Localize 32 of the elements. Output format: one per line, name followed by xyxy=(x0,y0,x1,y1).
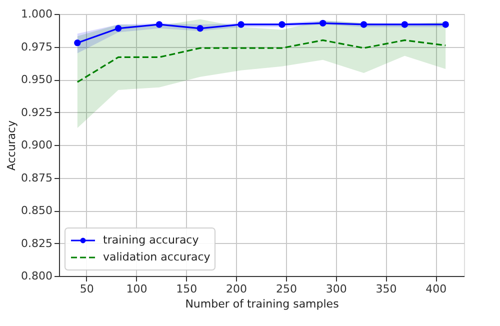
x-tick-label: 400 xyxy=(426,282,447,296)
point xyxy=(360,21,368,28)
y-axis-title: Accuracy xyxy=(5,120,18,171)
point xyxy=(74,39,81,46)
x-tick-label: 250 xyxy=(276,282,297,296)
x-axis-title: Number of training samples xyxy=(185,298,340,310)
x-tick-label: 200 xyxy=(226,282,248,296)
x-tick-label: 300 xyxy=(326,282,347,296)
legend-label: validation accuracy xyxy=(103,250,211,264)
y-tick-label: 0.875 xyxy=(21,171,52,184)
point xyxy=(320,20,326,27)
point xyxy=(442,21,449,28)
line-series xyxy=(76,39,446,83)
y-tick-label: 0.800 xyxy=(21,270,52,282)
y-tick-label: 0.975 xyxy=(21,40,52,54)
legend-label: training accuracy xyxy=(103,234,200,246)
point xyxy=(156,21,163,28)
point xyxy=(114,25,122,32)
y-tick-label: 0.825 xyxy=(21,236,52,250)
point xyxy=(238,21,244,28)
y-tick-label: 0.925 xyxy=(21,106,52,119)
y-tick-label: 0.900 xyxy=(21,138,52,152)
x-tick-label: 350 xyxy=(376,282,397,296)
y-tick-label: 1.000 xyxy=(21,8,52,20)
x-tick-label: 50 xyxy=(80,282,94,296)
point xyxy=(196,25,204,32)
y-tick-label: 0.850 xyxy=(21,204,52,217)
y-tick-label: 0.950 xyxy=(21,73,52,86)
point xyxy=(278,21,286,28)
x-tick-label: 100 xyxy=(126,282,148,296)
point xyxy=(401,21,408,28)
x-tick-label: 150 xyxy=(176,282,198,296)
